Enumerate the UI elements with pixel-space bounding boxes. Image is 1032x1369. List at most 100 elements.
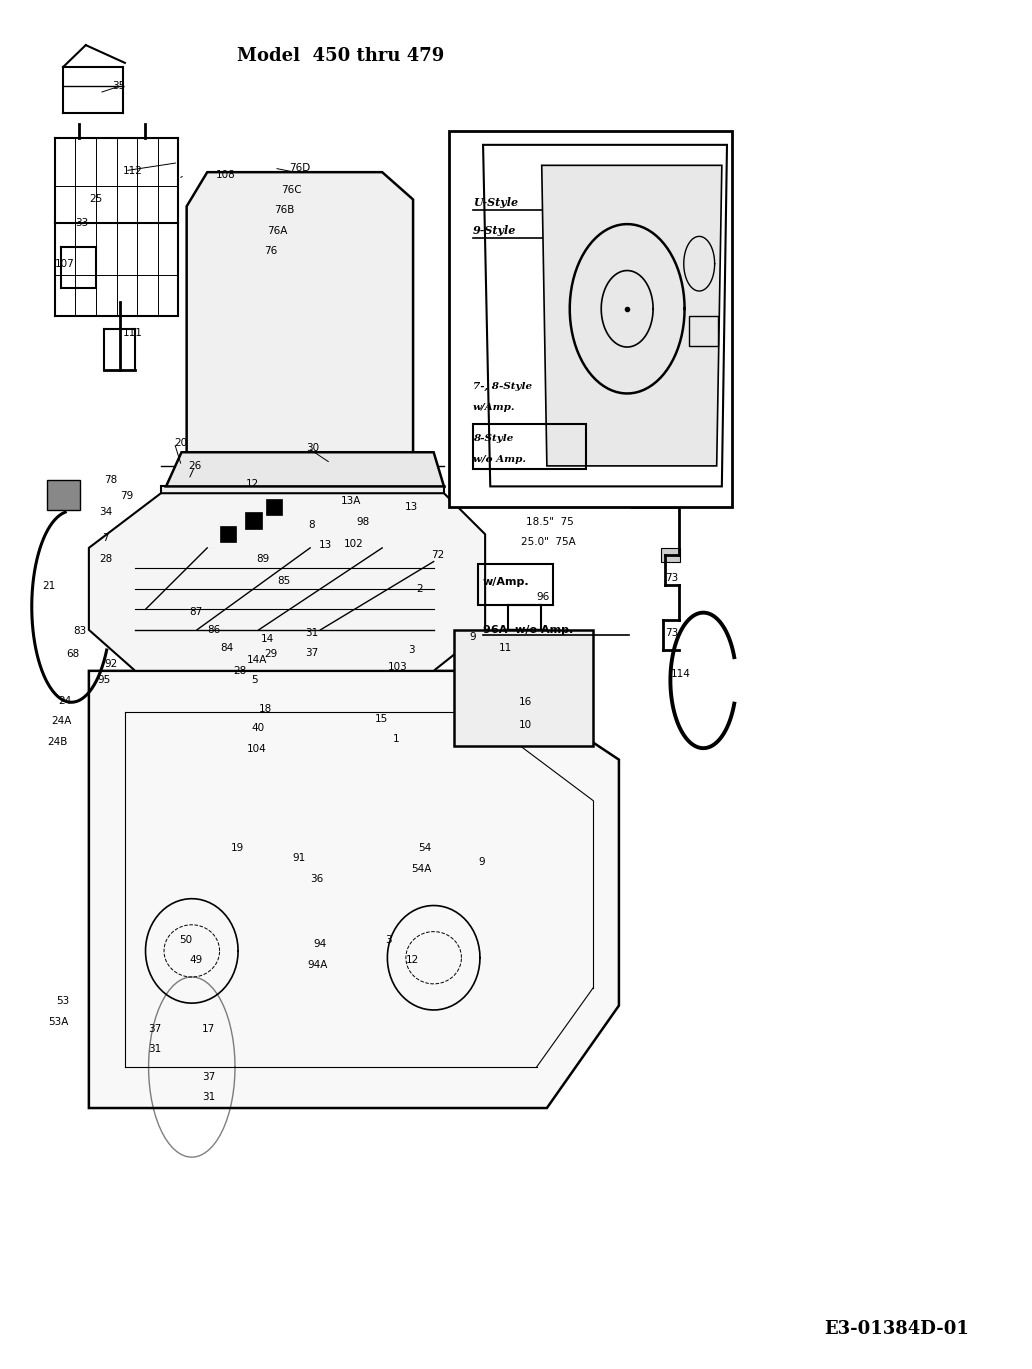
Text: 85: 85 bbox=[278, 576, 290, 586]
Text: 31: 31 bbox=[305, 627, 318, 638]
Text: 28: 28 bbox=[99, 554, 112, 564]
Text: 53: 53 bbox=[56, 997, 69, 1006]
Text: 107: 107 bbox=[55, 259, 74, 268]
Text: 114: 114 bbox=[671, 668, 690, 679]
Text: 37: 37 bbox=[149, 1024, 162, 1034]
Text: 79: 79 bbox=[120, 491, 133, 501]
Bar bbox=[266, 498, 283, 515]
Polygon shape bbox=[166, 452, 444, 486]
Text: 21: 21 bbox=[42, 580, 56, 591]
Text: 84: 84 bbox=[221, 642, 234, 653]
Text: 97A: 97A bbox=[580, 434, 601, 444]
Text: 24A: 24A bbox=[51, 716, 71, 727]
Text: 30: 30 bbox=[307, 444, 319, 453]
Text: 1: 1 bbox=[392, 734, 399, 745]
Text: 112: 112 bbox=[123, 166, 142, 175]
Text: 94A: 94A bbox=[308, 960, 327, 969]
Bar bbox=[220, 526, 236, 542]
Bar bbox=[473, 423, 586, 468]
Text: 96: 96 bbox=[537, 591, 550, 602]
Text: w/Amp.: w/Amp. bbox=[473, 402, 515, 412]
Text: 15: 15 bbox=[375, 713, 388, 724]
Text: 24B: 24B bbox=[47, 737, 68, 747]
Text: 16: 16 bbox=[519, 697, 533, 708]
Text: 113: 113 bbox=[47, 491, 67, 501]
Text: 13: 13 bbox=[319, 541, 331, 550]
Text: w/o Amp.: w/o Amp. bbox=[473, 455, 525, 464]
Polygon shape bbox=[161, 486, 444, 548]
Polygon shape bbox=[89, 493, 485, 671]
Text: 53A: 53A bbox=[47, 1017, 68, 1027]
Text: 12: 12 bbox=[406, 956, 419, 965]
Text: 20: 20 bbox=[174, 438, 188, 448]
Text: 92: 92 bbox=[104, 658, 118, 669]
Text: 18: 18 bbox=[259, 704, 272, 715]
Text: 9: 9 bbox=[470, 631, 477, 642]
Text: 8-Style: 8-Style bbox=[473, 434, 513, 444]
Text: 72: 72 bbox=[431, 550, 445, 560]
Text: 96A  w/o Amp.: 96A w/o Amp. bbox=[483, 624, 574, 635]
Text: 28: 28 bbox=[233, 665, 247, 676]
Text: 25: 25 bbox=[89, 194, 102, 204]
Text: 97B: 97B bbox=[576, 226, 596, 235]
Text: 50: 50 bbox=[180, 935, 193, 945]
Text: w/Amp.: w/Amp. bbox=[483, 576, 529, 587]
Polygon shape bbox=[89, 671, 619, 1108]
Text: 89: 89 bbox=[257, 554, 270, 564]
Text: 91: 91 bbox=[293, 853, 305, 862]
Text: 37: 37 bbox=[305, 648, 318, 658]
Text: 104: 104 bbox=[247, 743, 266, 754]
Text: 54A: 54A bbox=[411, 864, 431, 873]
Text: 5: 5 bbox=[252, 675, 258, 686]
Text: Model  450 thru 479: Model 450 thru 479 bbox=[237, 47, 445, 66]
Text: 76C: 76C bbox=[282, 185, 302, 194]
Text: 95: 95 bbox=[97, 675, 110, 686]
Text: E3-01384D-01: E3-01384D-01 bbox=[825, 1320, 969, 1339]
Text: 19: 19 bbox=[231, 843, 245, 853]
Text: 36: 36 bbox=[311, 873, 323, 883]
Text: 98: 98 bbox=[356, 517, 369, 527]
Text: 13A: 13A bbox=[341, 497, 361, 507]
Text: 7: 7 bbox=[102, 534, 109, 543]
Text: 73: 73 bbox=[666, 475, 678, 485]
Bar bbox=[662, 548, 680, 561]
Text: 13: 13 bbox=[405, 502, 418, 512]
Text: 68: 68 bbox=[66, 649, 79, 660]
Text: 97: 97 bbox=[593, 382, 607, 392]
Text: 54: 54 bbox=[418, 843, 431, 853]
Text: 34: 34 bbox=[99, 508, 112, 517]
Text: 2: 2 bbox=[416, 583, 423, 594]
Text: 111: 111 bbox=[123, 329, 142, 338]
Text: 76B: 76B bbox=[275, 205, 294, 215]
Text: 24: 24 bbox=[58, 695, 71, 706]
Text: 108: 108 bbox=[216, 170, 235, 179]
Text: 14: 14 bbox=[261, 634, 275, 645]
Text: 26: 26 bbox=[189, 461, 202, 471]
Text: 14A: 14A bbox=[247, 654, 266, 665]
Text: 10: 10 bbox=[519, 720, 533, 731]
Text: 25.0"  75A: 25.0" 75A bbox=[521, 538, 576, 548]
Text: 76: 76 bbox=[264, 246, 277, 256]
Bar bbox=[246, 512, 262, 528]
Text: 11: 11 bbox=[498, 642, 512, 653]
Text: 9-Style: 9-Style bbox=[473, 226, 516, 237]
Text: 33: 33 bbox=[75, 218, 89, 227]
Text: 97C: 97C bbox=[578, 199, 599, 208]
Text: 102: 102 bbox=[344, 539, 364, 549]
Text: 86: 86 bbox=[207, 624, 221, 635]
Text: 12: 12 bbox=[246, 479, 259, 489]
Text: 9: 9 bbox=[478, 857, 485, 867]
Text: 103: 103 bbox=[387, 661, 407, 672]
Text: 49: 49 bbox=[190, 956, 203, 965]
Text: 73: 73 bbox=[666, 627, 678, 638]
Text: 3: 3 bbox=[408, 645, 415, 656]
Polygon shape bbox=[542, 166, 721, 465]
Bar bbox=[46, 479, 79, 509]
Text: 3: 3 bbox=[385, 935, 392, 945]
Text: 83: 83 bbox=[73, 626, 87, 637]
Text: 7-, 8-Style: 7-, 8-Style bbox=[473, 382, 531, 392]
Bar bbox=[449, 131, 732, 507]
Text: 8: 8 bbox=[309, 520, 315, 530]
Bar bbox=[689, 316, 717, 346]
Bar bbox=[478, 564, 553, 605]
